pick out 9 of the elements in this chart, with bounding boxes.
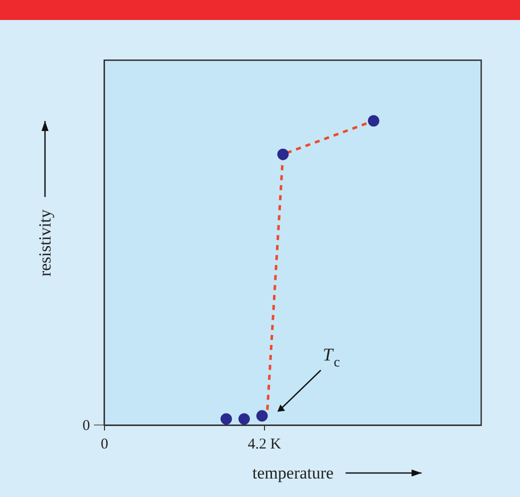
point — [368, 115, 380, 127]
x-axis-title: temperature — [252, 464, 334, 482]
point — [220, 413, 232, 425]
point — [256, 410, 268, 422]
y-axis-title: resistivity — [36, 208, 54, 277]
point — [238, 413, 250, 425]
point — [277, 148, 289, 160]
x-tick-label: 4.2 K — [248, 436, 282, 452]
text: 0 — [82, 418, 90, 434]
